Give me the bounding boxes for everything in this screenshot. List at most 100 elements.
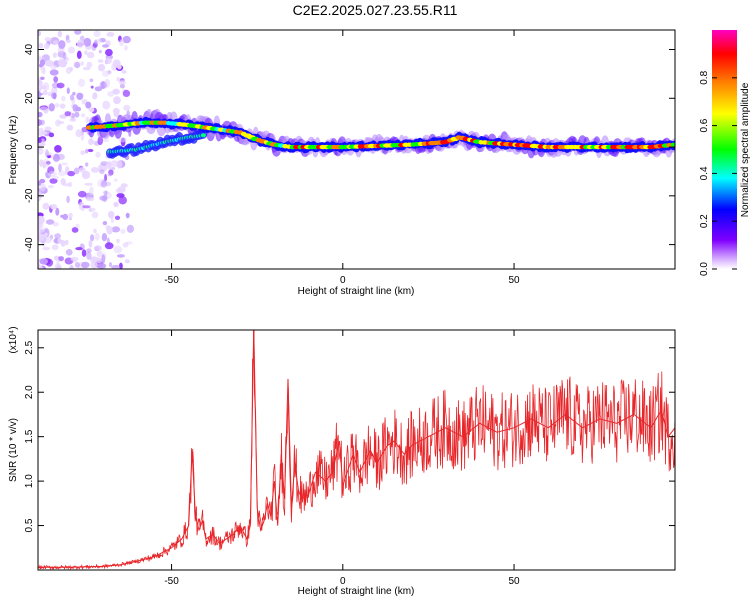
y-tick-label: -40 — [24, 237, 35, 252]
noise-speck — [39, 59, 46, 67]
noise-speck — [98, 49, 102, 54]
snr-x-label: Height of straight line (km) — [298, 586, 415, 597]
y-tick-label: 20 — [24, 92, 35, 104]
noise-speck — [90, 140, 97, 144]
y-tick-label: 2.5 — [24, 340, 35, 354]
noise-speck — [114, 215, 121, 220]
noise-speck — [111, 167, 116, 170]
snr-panel: -50 0 50 0.5 1.0 1.5 2.0 2.5 Height of straigh… — [8, 326, 676, 597]
noise-speck — [106, 32, 115, 37]
noise-speck — [88, 107, 95, 113]
noise-speck — [110, 217, 114, 224]
noise-speck — [38, 234, 42, 241]
noise-speck — [77, 78, 86, 88]
noise-speck — [80, 150, 85, 156]
noise-speck — [112, 88, 120, 95]
noise-speck — [93, 30, 101, 37]
noise-speck — [101, 233, 108, 242]
noise-speck — [119, 39, 124, 47]
noise-speck — [76, 92, 84, 101]
noise-speck — [92, 92, 98, 100]
noise-speck — [44, 59, 54, 67]
noise-speck — [66, 124, 74, 131]
ridge-core — [342, 144, 349, 150]
noise-speck — [48, 103, 55, 112]
noise-speck — [121, 70, 127, 74]
snr-x-ticks: -50 0 50 — [164, 330, 520, 587]
noise-speck — [105, 57, 112, 65]
noise-speck — [69, 94, 74, 101]
noise-speck — [45, 161, 51, 165]
noise-speck — [61, 95, 66, 102]
noise-speck — [101, 254, 106, 264]
noise-speck — [38, 42, 44, 49]
snr-y-label: SNR (10 * v/v) — [8, 418, 19, 482]
noise-speck — [119, 83, 125, 89]
colorbar-gradient — [712, 30, 737, 269]
noise-speck — [114, 178, 118, 182]
colorbar-tick-label: 0.6 — [699, 118, 710, 132]
noise-speck — [87, 148, 94, 153]
colorbar-tick-label: 0.0 — [699, 262, 710, 276]
noise-speck — [59, 103, 66, 109]
noise-speck — [107, 173, 112, 177]
noise-speck — [77, 190, 87, 198]
noise-speck — [40, 131, 48, 135]
noise-speck — [82, 171, 87, 176]
noise-speck — [76, 50, 82, 59]
noise-speck — [94, 232, 100, 241]
noise-speck — [116, 254, 125, 258]
noise-speck — [68, 217, 72, 221]
noise-speck — [86, 248, 92, 253]
noise-speck — [73, 167, 80, 175]
noise-speck — [82, 205, 91, 209]
noise-speck — [96, 250, 103, 258]
noise-speck — [66, 87, 70, 94]
noise-speck — [38, 265, 43, 269]
noise-speck — [45, 219, 55, 225]
noise-speck — [69, 264, 74, 269]
noise-speck — [83, 37, 92, 47]
noise-speck — [85, 162, 89, 167]
noise-speck — [95, 151, 101, 158]
y-tick-label: 0.5 — [24, 518, 35, 532]
noise-speck — [97, 136, 104, 146]
noise-speck — [115, 188, 122, 193]
noise-speck — [42, 246, 51, 251]
noise-speck — [90, 234, 95, 242]
noise-speck — [49, 178, 58, 184]
noise-speck — [59, 114, 67, 119]
noise-speck — [44, 232, 48, 238]
noise-speck — [40, 85, 47, 90]
noise-speck — [38, 76, 41, 84]
noise-speck — [93, 228, 97, 234]
noise-speck — [42, 90, 48, 96]
noise-speck — [111, 226, 121, 233]
noise-speck — [57, 237, 62, 244]
noise-speck — [38, 30, 41, 36]
noise-speck — [38, 147, 43, 151]
noise-speck — [90, 261, 98, 269]
noise-speck — [40, 76, 45, 81]
noise-speck — [104, 242, 114, 250]
noise-speck — [112, 107, 120, 114]
noise-speck — [47, 171, 57, 178]
noise-speck — [44, 37, 52, 42]
noise-speck — [81, 249, 87, 257]
noise-speck — [99, 169, 105, 175]
noise-speck — [57, 50, 66, 58]
noise-speck — [116, 193, 125, 198]
noise-speck — [85, 197, 95, 202]
noise-speck — [58, 163, 62, 172]
x-tick-label: -50 — [164, 275, 179, 286]
noise-speck — [116, 238, 120, 244]
noise-speck — [75, 106, 82, 112]
spectrogram-y-label: Frequency (Hz) — [8, 116, 19, 185]
noise-speck — [102, 221, 108, 226]
noise-speck — [113, 96, 121, 105]
noise-speck — [49, 69, 59, 76]
noise-speck — [78, 201, 85, 211]
noise-speck — [85, 148, 89, 154]
noise-speck — [125, 212, 130, 219]
noise-speck — [123, 104, 131, 111]
